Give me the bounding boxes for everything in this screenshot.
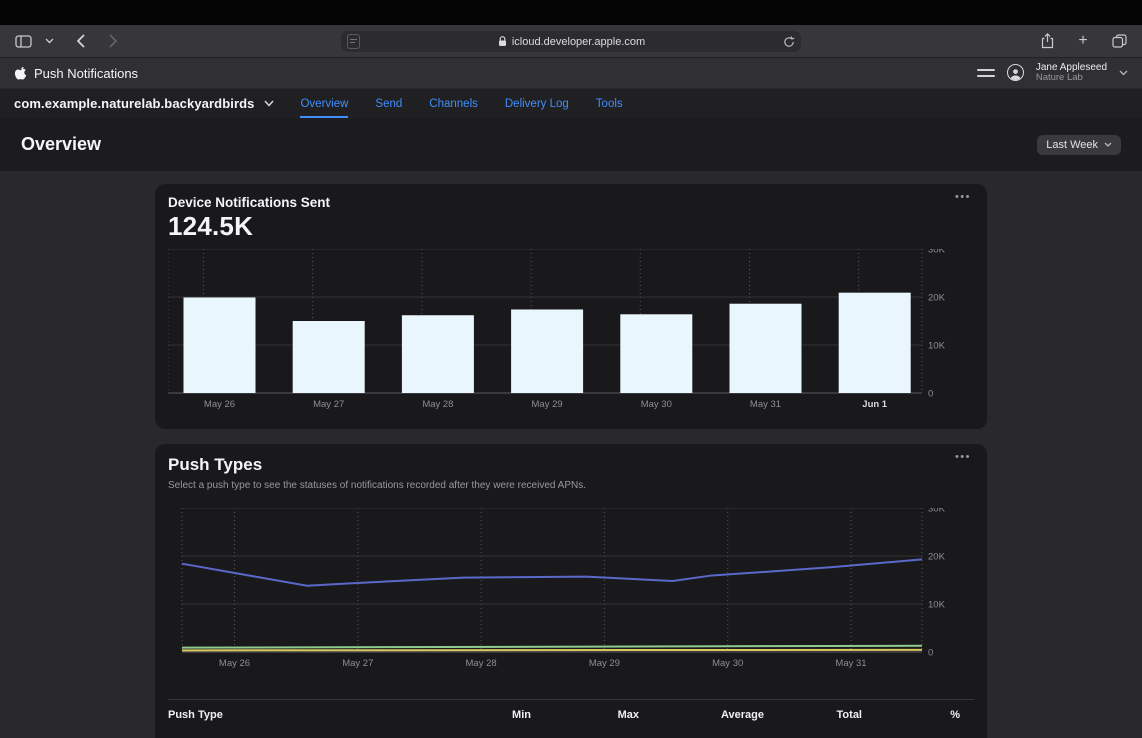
card-title: Device Notifications Sent xyxy=(168,195,331,210)
user-menu-chevron-icon[interactable] xyxy=(1119,70,1128,76)
svg-text:30K: 30K xyxy=(928,249,946,256)
page-heading-row: Overview Last Week xyxy=(0,118,1142,171)
col-push-type: Push Type xyxy=(168,709,223,721)
svg-text:20K: 20K xyxy=(928,293,946,304)
app-nav-bar: com.example.naturelab.backyardbirds Over… xyxy=(0,89,1142,118)
menu-icon[interactable] xyxy=(976,69,995,77)
svg-text:May 31: May 31 xyxy=(750,399,781,410)
svg-text:May 31: May 31 xyxy=(835,658,866,669)
lock-icon xyxy=(498,36,506,46)
svg-text:20K: 20K xyxy=(928,552,946,563)
notifications-total: 124.5K xyxy=(168,211,254,241)
page-content: Device Notifications Sent 124.5K ••• 0 10… xyxy=(0,171,1142,738)
sidebar-toggle-icon[interactable] xyxy=(12,30,34,52)
card-options-icon[interactable]: ••• xyxy=(954,191,971,203)
bundle-id: com.example.naturelab.backyardbirds xyxy=(14,96,255,111)
app-header: Push Notifications Jane Appleseed Nature… xyxy=(0,58,1142,89)
tab-channels[interactable]: Channels xyxy=(429,97,478,110)
col-percent: % xyxy=(950,709,960,721)
apple-logo-icon xyxy=(14,66,27,80)
push-types-card: Push Types Select a push type to see the… xyxy=(155,444,987,738)
col-average: Average xyxy=(720,709,764,721)
url-text: icloud.developer.apple.com xyxy=(511,35,646,48)
tab-overview[interactable]: Overview xyxy=(300,89,348,118)
date-range-label: Last Week xyxy=(1046,138,1098,151)
tab-send[interactable]: Send xyxy=(375,97,403,110)
card-subtitle: Select a push type to see the statuses o… xyxy=(168,480,587,491)
svg-text:May 28: May 28 xyxy=(422,399,453,410)
back-button-icon[interactable] xyxy=(70,30,92,52)
table-header-row: Push Type Min Max Average Total % xyxy=(168,700,960,729)
forward-button-icon[interactable] xyxy=(102,30,124,52)
svg-text:10K: 10K xyxy=(928,341,946,352)
svg-text:May 27: May 27 xyxy=(342,658,373,669)
address-bar[interactable]: icloud.developer.apple.com xyxy=(341,31,801,52)
date-range-button[interactable]: Last Week xyxy=(1037,134,1121,155)
push-types-table: Push Type Min Max Average Total % Alert … xyxy=(168,699,974,738)
col-max: Max xyxy=(617,709,639,721)
svg-text:May 30: May 30 xyxy=(712,658,743,669)
col-total: Total xyxy=(836,709,862,721)
page-settings-icon[interactable] xyxy=(347,34,360,49)
share-icon[interactable] xyxy=(1036,30,1058,52)
macos-menu-bar xyxy=(0,0,1142,25)
table-row[interactable]: Alert & Background 14.33K 19.36K 16.72K … xyxy=(168,729,960,738)
user-block[interactable]: Jane Appleseed Nature Lab xyxy=(1036,62,1107,84)
range-chevron-icon xyxy=(1104,142,1112,147)
page-title: Overview xyxy=(21,134,102,154)
device-notifications-card: Device Notifications Sent 124.5K ••• 0 10… xyxy=(155,184,987,429)
avatar[interactable] xyxy=(1006,64,1024,82)
svg-text:May 28: May 28 xyxy=(466,658,497,669)
card-options-icon[interactable]: ••• xyxy=(954,451,971,463)
svg-text:0: 0 xyxy=(928,389,933,400)
svg-text:May 29: May 29 xyxy=(532,399,563,410)
app-title: Push Notifications xyxy=(34,65,139,81)
user-name: Jane Appleseed xyxy=(1035,61,1107,73)
nav-tabs: Overview Send Channels Delivery Log Tool… xyxy=(300,89,623,118)
new-tab-icon[interactable]: + xyxy=(1078,32,1088,49)
svg-text:30K: 30K xyxy=(928,508,946,515)
push-types-line-chart[interactable]: 0 10K 20K 30K May 26 May 27 May 28 May 29 May 30… xyxy=(168,508,974,676)
svg-text:May 26: May 26 xyxy=(219,658,250,669)
tab-overview-icon[interactable] xyxy=(1108,30,1130,52)
browser-toolbar: icloud.developer.apple.com + xyxy=(0,25,1142,58)
card-title: Push Types xyxy=(168,455,263,474)
sidebar-chevron-icon[interactable] xyxy=(44,30,54,52)
svg-text:May 26: May 26 xyxy=(204,399,235,410)
col-min: Min xyxy=(512,709,531,721)
user-org: Nature Lab xyxy=(1035,72,1083,84)
bundle-chevron-icon xyxy=(264,100,275,107)
tab-delivery-log[interactable]: Delivery Log xyxy=(504,97,569,110)
reload-icon[interactable] xyxy=(783,35,795,48)
svg-text:Jun 1: Jun 1 xyxy=(862,399,888,410)
bundle-id-selector[interactable]: com.example.naturelab.backyardbirds xyxy=(14,96,275,111)
device-notifications-bar-chart[interactable]: 0 10K 20K 30K May 26 May 27 May 28 May 29 May 30… xyxy=(168,249,974,415)
tab-tools[interactable]: Tools xyxy=(595,97,623,110)
svg-text:May 27: May 27 xyxy=(313,399,344,410)
svg-text:May 29: May 29 xyxy=(589,658,620,669)
svg-text:May 30: May 30 xyxy=(641,399,672,410)
svg-text:10K: 10K xyxy=(928,600,946,611)
svg-text:0: 0 xyxy=(928,648,933,659)
